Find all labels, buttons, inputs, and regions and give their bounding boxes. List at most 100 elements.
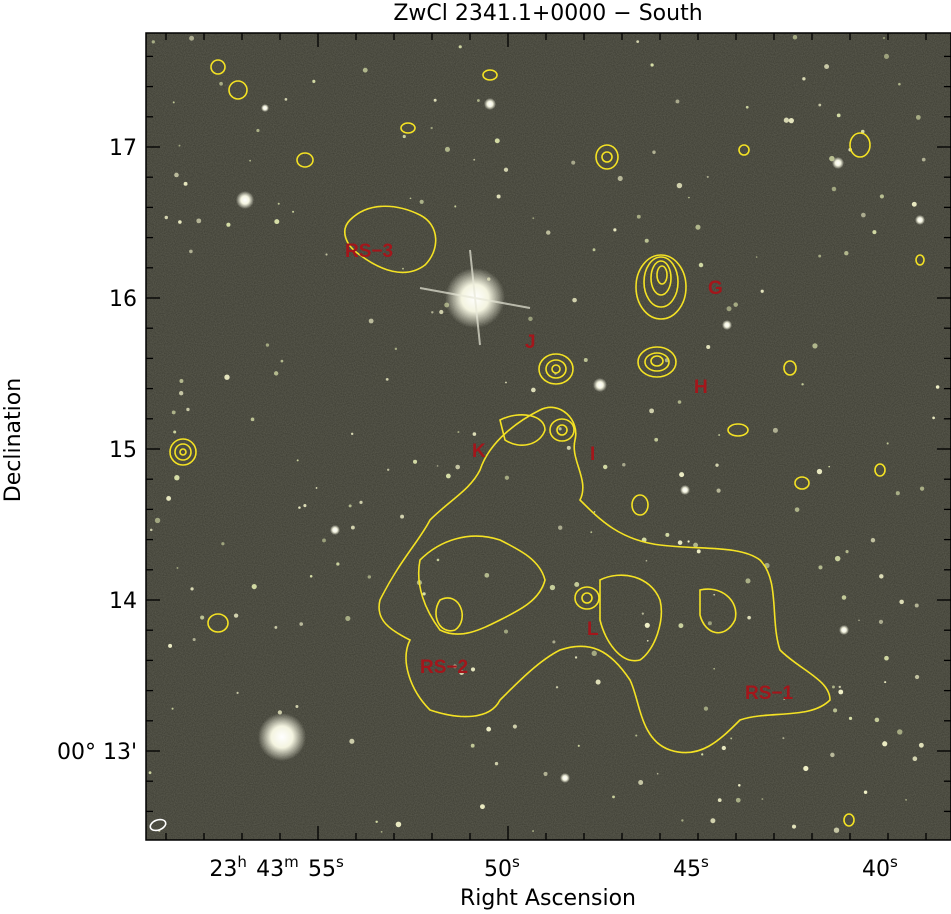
star	[226, 222, 231, 227]
star	[375, 820, 378, 823]
star	[503, 629, 509, 634]
star	[706, 345, 711, 350]
star	[251, 584, 257, 590]
star	[179, 391, 184, 396]
source-label: RS−2	[420, 657, 468, 678]
star	[833, 827, 840, 833]
star	[503, 167, 509, 172]
star	[484, 572, 490, 578]
y-tick-label: 16	[109, 287, 137, 312]
sky-noise	[146, 33, 951, 840]
star	[558, 427, 562, 431]
star	[445, 473, 451, 479]
star	[652, 150, 656, 154]
star	[886, 442, 889, 445]
ticks	[146, 33, 951, 840]
star	[716, 488, 721, 493]
star	[402, 267, 404, 270]
star	[829, 155, 835, 162]
star	[151, 40, 155, 44]
star	[638, 780, 644, 785]
star	[367, 575, 372, 579]
star	[932, 416, 935, 420]
star	[532, 830, 535, 833]
star	[359, 500, 363, 504]
star	[802, 77, 806, 81]
star	[650, 63, 654, 67]
star	[256, 128, 260, 133]
star	[722, 320, 732, 330]
star	[386, 468, 390, 472]
star	[419, 199, 424, 204]
star	[861, 212, 866, 218]
star	[496, 194, 501, 199]
star	[350, 432, 354, 436]
star	[782, 737, 785, 740]
star	[190, 587, 194, 591]
star	[422, 592, 426, 596]
star	[884, 681, 887, 684]
star	[713, 667, 715, 670]
star	[439, 309, 444, 315]
star	[593, 511, 596, 513]
star	[838, 685, 841, 689]
star	[833, 708, 838, 713]
star	[803, 765, 809, 772]
star	[394, 347, 398, 351]
star	[721, 745, 726, 751]
star	[200, 615, 205, 620]
source-label: RS−1	[745, 683, 793, 704]
star	[413, 459, 418, 464]
star	[292, 210, 295, 213]
star	[836, 113, 841, 118]
star	[362, 67, 368, 73]
star	[470, 743, 475, 748]
star	[617, 175, 623, 182]
star	[681, 819, 684, 822]
diffraction-spike	[419, 249, 531, 346]
star	[914, 603, 919, 608]
star	[484, 98, 496, 110]
star	[178, 220, 182, 224]
star	[148, 771, 152, 775]
y-axis-label: Declination	[1, 378, 26, 502]
y-tick-label: 14	[109, 589, 137, 614]
star	[832, 157, 844, 169]
star	[436, 465, 439, 467]
star	[250, 417, 255, 422]
star	[552, 640, 556, 644]
source-label: G	[708, 278, 723, 299]
star	[315, 487, 318, 489]
star	[898, 82, 901, 86]
star	[870, 538, 876, 543]
star	[792, 34, 798, 40]
star	[918, 742, 924, 748]
star	[400, 514, 405, 519]
star	[494, 138, 500, 144]
star	[706, 175, 709, 178]
y-tick-label: 15	[109, 438, 137, 463]
star	[172, 101, 175, 104]
star	[349, 738, 355, 744]
star	[897, 729, 903, 735]
star	[703, 706, 709, 711]
star	[726, 306, 732, 312]
star	[641, 612, 644, 615]
star	[899, 599, 904, 605]
star	[688, 196, 690, 199]
star	[593, 378, 607, 392]
star	[816, 468, 823, 475]
star	[154, 517, 161, 524]
y-tick-label: 00° 13'	[57, 740, 137, 765]
star	[879, 194, 884, 199]
star	[546, 230, 551, 235]
star	[839, 625, 849, 635]
frame	[145, 32, 951, 841]
star	[325, 253, 328, 256]
star	[717, 798, 722, 802]
star	[677, 540, 683, 545]
star	[747, 615, 751, 620]
star	[149, 528, 153, 532]
star	[295, 704, 299, 708]
star	[644, 622, 650, 628]
